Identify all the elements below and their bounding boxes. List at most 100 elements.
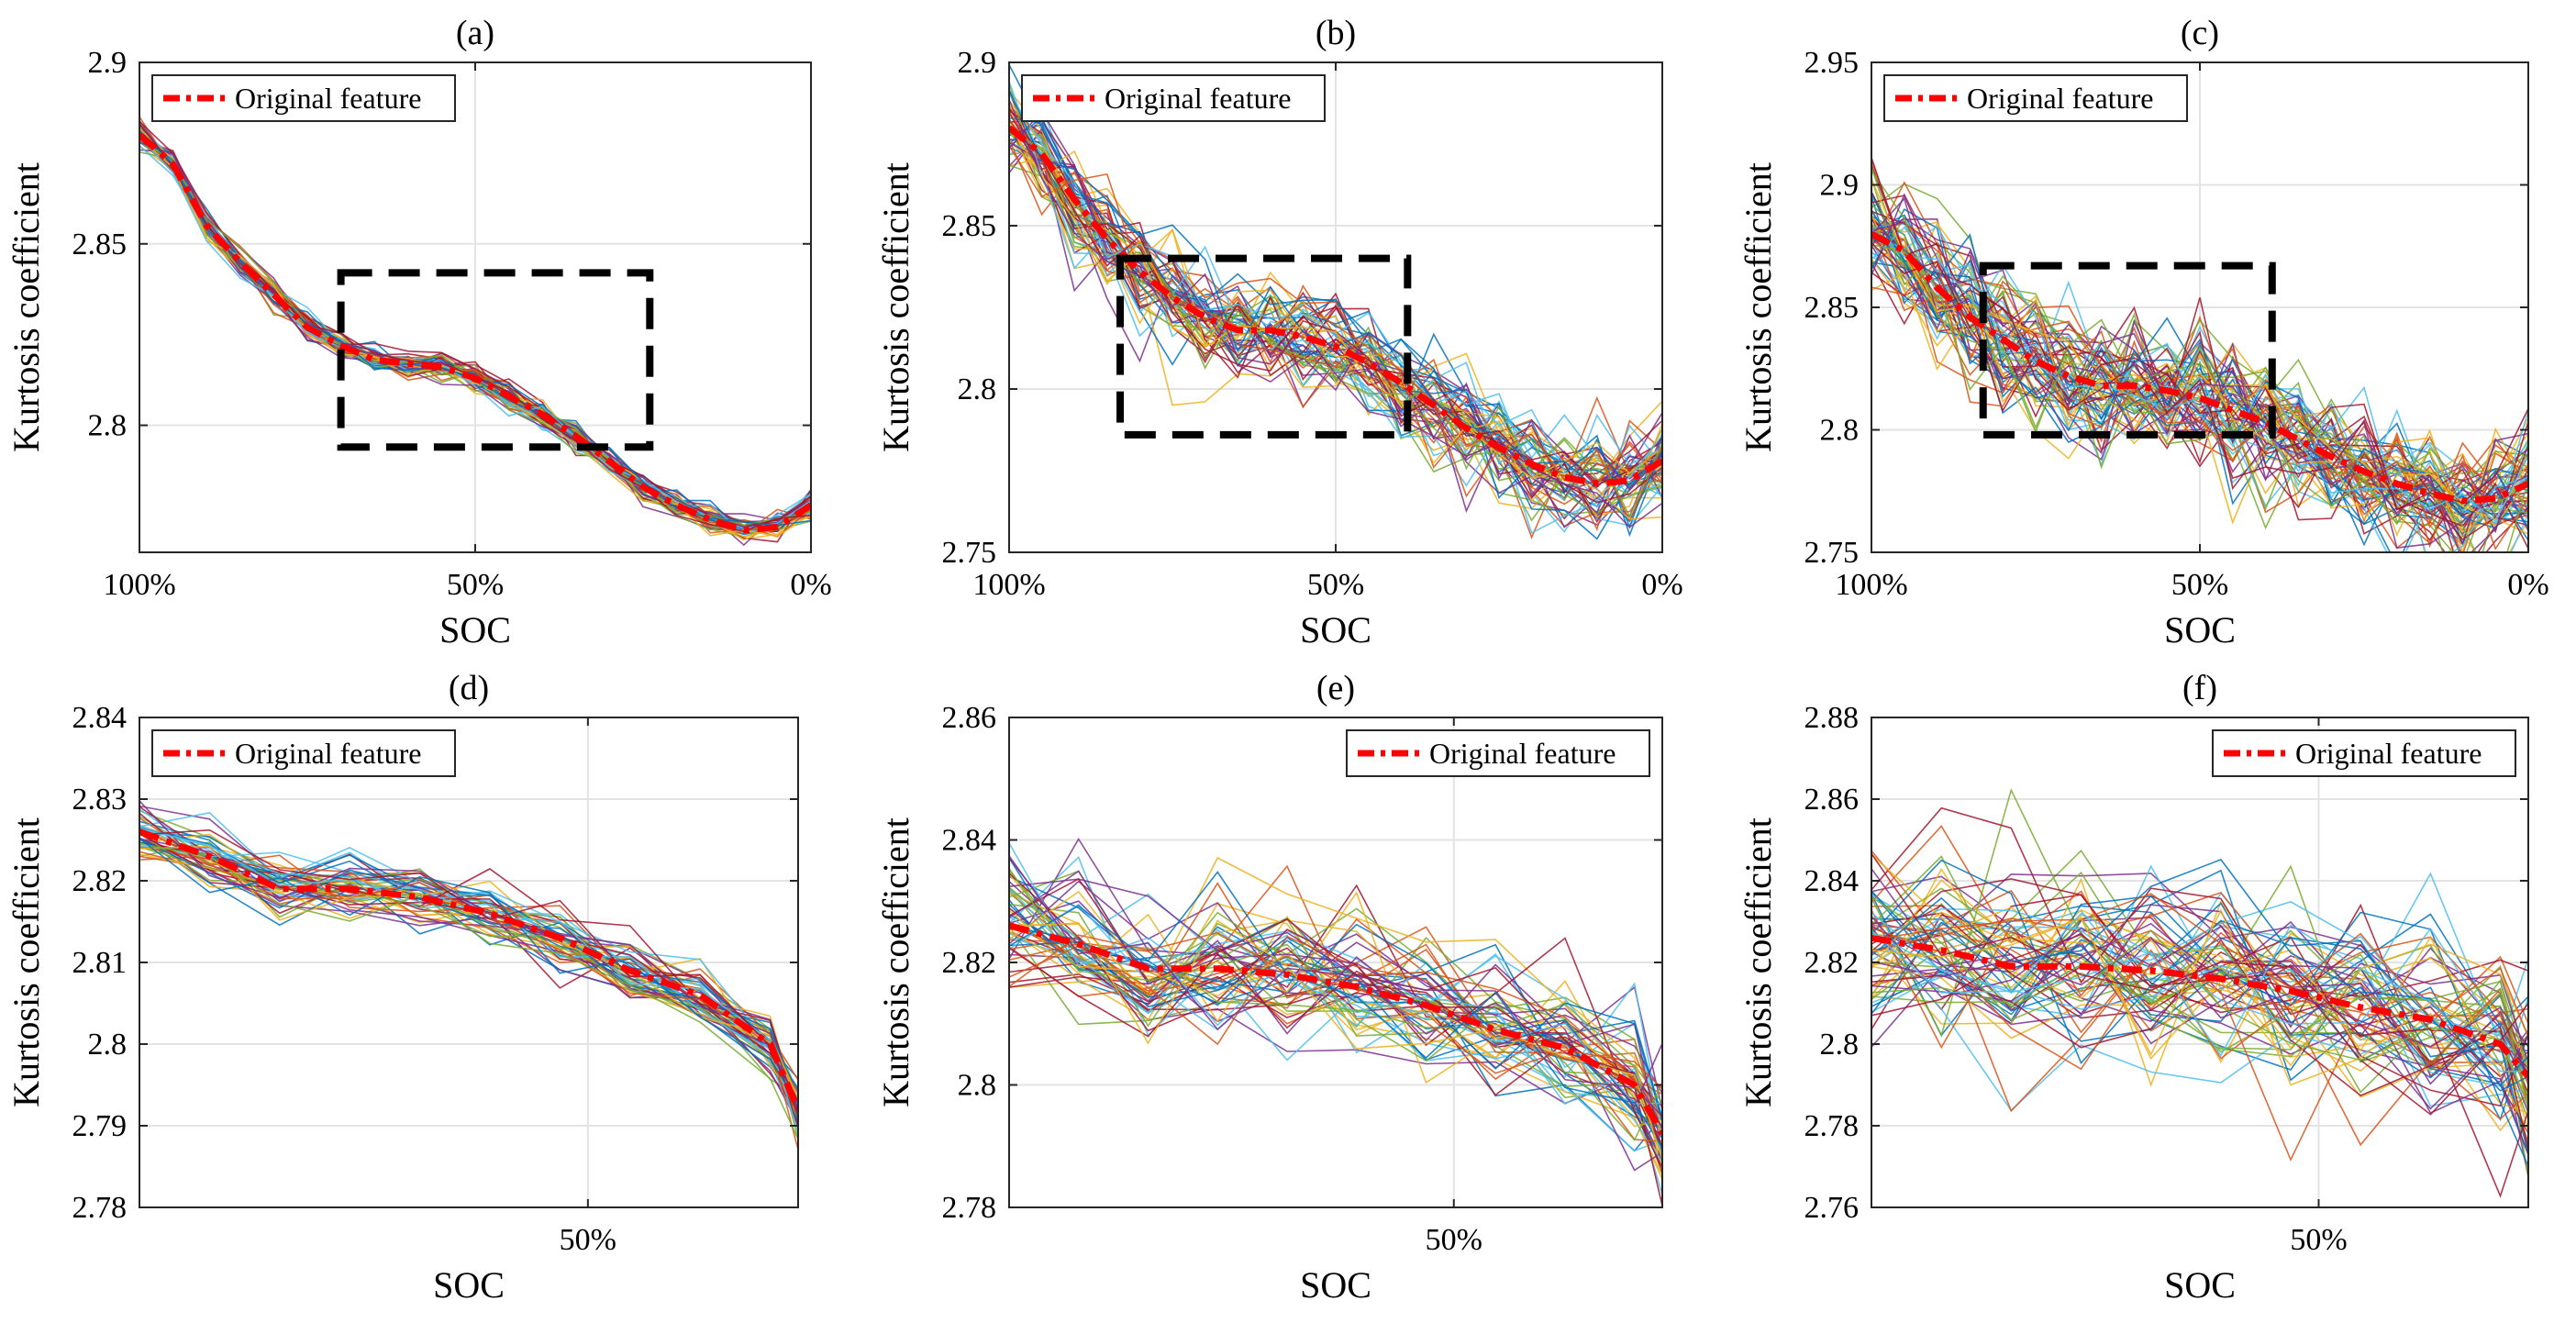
sample-curve — [1871, 908, 2528, 1106]
sample-curve — [1871, 225, 2528, 528]
y-tick-label: 2.81 — [72, 946, 128, 980]
sample-curve — [1009, 887, 1662, 1131]
x-tick-label: 0% — [790, 568, 831, 602]
y-tick-label: 2.79 — [72, 1109, 128, 1143]
sample-curve — [1871, 853, 2528, 1198]
y-tick-label: 2.9 — [1820, 169, 1860, 203]
sample-curve — [1009, 855, 1662, 1117]
y-tick-label: 2.84 — [72, 701, 128, 735]
original-feature-line — [1009, 125, 1662, 487]
sample-curve — [1871, 914, 2528, 1131]
y-tick-label: 2.86 — [1804, 783, 1860, 817]
y-tick-label: 2.82 — [942, 946, 997, 980]
sample-curve — [139, 137, 811, 538]
y-tick-label: 2.8 — [958, 372, 997, 406]
sample-curve — [1871, 927, 2528, 1107]
legend-label: Original feature — [235, 82, 421, 115]
legend: Original feature — [151, 729, 456, 777]
y-tick-label: 2.8 — [1820, 414, 1860, 448]
legend-label: Original feature — [2295, 737, 2482, 770]
y-tick-label: 2.9 — [88, 46, 128, 80]
sample-curve — [1009, 93, 1662, 508]
sample-curve — [139, 828, 798, 1133]
x-axis-label: SOC — [1300, 609, 1371, 650]
sample-curve — [139, 826, 798, 1102]
y-tick-label: 2.75 — [1804, 536, 1860, 570]
sample-curve — [1871, 214, 2528, 535]
x-tick-label: 50% — [2290, 1223, 2347, 1257]
chart-title: (d) — [449, 669, 489, 707]
y-tick-label: 2.82 — [72, 864, 128, 898]
sample-curve — [1871, 927, 2528, 1147]
sample-curve — [1871, 233, 2528, 529]
legend: Original feature — [151, 74, 456, 122]
y-tick-label: 2.85 — [72, 228, 128, 261]
y-tick-label: 2.78 — [72, 1191, 128, 1225]
sample-curve — [1009, 128, 1662, 518]
x-tick-label: 0% — [2507, 568, 2548, 602]
sample-curve — [1871, 921, 2528, 1092]
zoom-region-box — [337, 269, 654, 451]
chart-panel-d: 50% 2.78 2.79 2.8 2.81 2.82 2.83 2.84 (d) SOC Kurt… — [6, 669, 799, 1306]
sample-curve — [1009, 935, 1662, 1142]
original-feature-line — [1871, 934, 2528, 1079]
y-axis-label: Kurtosis coefficient — [1738, 162, 1779, 452]
legend: Original feature — [1021, 74, 1326, 122]
legend-label: Original feature — [235, 737, 421, 770]
sample-curve — [1871, 193, 2528, 526]
chart-title: (c) — [2181, 14, 2219, 52]
chart-panel-a: 100% 50% 0% 2.8 2.85 2.9 (a) SOC Kurtosis coeffi… — [6, 14, 832, 650]
x-axis-label: SOC — [1300, 1264, 1371, 1306]
legend: Original feature — [1346, 729, 1650, 777]
original-feature-line — [1871, 230, 2528, 505]
x-tick-label: 100% — [972, 568, 1045, 602]
sample-curve — [1009, 142, 1662, 535]
sample-curve — [1009, 107, 1662, 486]
y-tick-label: 2.88 — [1804, 701, 1860, 735]
x-tick-label: 50% — [2171, 568, 2228, 602]
chart-title: (a) — [456, 14, 494, 52]
sample-curve — [1009, 873, 1662, 1169]
y-axis-label: Kurtosis coefficient — [875, 817, 916, 1107]
sample-curve — [1009, 871, 1662, 1149]
legend-box — [1021, 74, 1326, 122]
sample-curve — [1009, 869, 1662, 1133]
y-tick-label: 2.9 — [958, 46, 997, 80]
y-tick-label: 2.82 — [1804, 946, 1860, 980]
x-tick-label: 50% — [1426, 1223, 1482, 1257]
sample-curve — [1009, 881, 1662, 1129]
sample-curve — [1871, 891, 2528, 1028]
legend: Original feature — [2212, 729, 2516, 777]
sample-curve — [139, 808, 798, 1095]
sample-curve — [1871, 912, 2528, 1073]
zoom-region-box — [1979, 261, 2276, 439]
y-tick-label: 2.84 — [942, 824, 997, 858]
legend-label: Original feature — [1105, 82, 1291, 115]
sample-curve — [1871, 902, 2528, 1155]
y-axis-label: Kurtosis coefficient — [875, 162, 916, 452]
y-tick-label: 2.8 — [958, 1069, 997, 1103]
sample-curve — [1009, 930, 1662, 1132]
chart-title: (e) — [1316, 669, 1355, 707]
sample-curve — [1009, 926, 1662, 1121]
sample-curve — [1871, 864, 2528, 1047]
x-axis-label: SOC — [2164, 1264, 2236, 1306]
y-tick-label: 2.78 — [942, 1191, 997, 1225]
original-feature-line — [139, 132, 811, 534]
sample-curve — [139, 136, 811, 529]
x-tick-label: 100% — [1835, 568, 1907, 602]
sample-curve — [1009, 842, 1662, 1105]
sample-curve — [1871, 896, 2528, 1106]
sample-curve — [1871, 879, 2528, 1065]
y-axis-label: Kurtosis coefficient — [6, 817, 47, 1107]
sample-curve — [1871, 893, 2528, 1038]
sample-curves — [139, 800, 798, 1151]
chart-panel-e: 50% 2.78 2.8 2.82 2.84 2.86 (e) SOC Kurtosis coe… — [875, 669, 1663, 1306]
y-tick-label: 2.76 — [1804, 1191, 1860, 1225]
legend-label: Original feature — [1967, 82, 2153, 115]
chart-title: (f) — [2182, 669, 2217, 707]
chart-panel-c: 100% 50% 0% 2.75 2.8 2.85 2.9 2.95 (c) SOC Kurtosi… — [1738, 14, 2549, 650]
y-axis-label: Kurtosis coefficient — [6, 162, 47, 452]
y-tick-label: 2.8 — [88, 409, 128, 443]
